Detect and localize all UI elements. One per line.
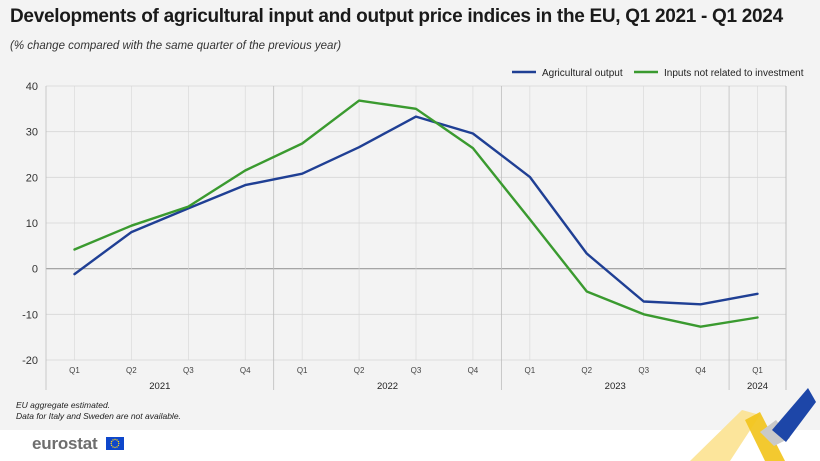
- x-tick-label: Q3: [183, 366, 194, 375]
- year-label: 2023: [605, 381, 626, 392]
- legend-label: Inputs not related to investment: [664, 68, 804, 79]
- y-tick-label: -10: [22, 309, 38, 321]
- x-tick-label: Q2: [126, 366, 137, 375]
- x-tick-label: Q2: [354, 366, 365, 375]
- x-tick-label: Q1: [297, 366, 308, 375]
- eurostat-logo-text: eurostat: [32, 434, 98, 453]
- x-tick-label: Q4: [695, 366, 706, 375]
- eu-flag-icon: [106, 437, 124, 450]
- series-line-inputs-not-related: [73, 99, 759, 328]
- y-tick-label: 10: [26, 218, 38, 230]
- note-unavailable: Data for Italy and Sweden are not availa…: [16, 411, 181, 421]
- y-tick-label: 0: [32, 264, 38, 276]
- year-label: 2024: [747, 381, 768, 392]
- note-estimated: EU aggregate estimated.: [16, 400, 111, 410]
- legend-label: Agricultural output: [542, 68, 623, 79]
- line-chart: -20 -10 0 10 20 30 40 Q1 Q2 Q3 Q4 Q1 Q2 Q3 Q4 Q1 Q2 Q3 Q4 Q…: [22, 68, 804, 392]
- chart-title: Developments of agricultural input and o…: [10, 6, 783, 27]
- corner-decoration: [690, 388, 816, 461]
- year-label: 2021: [149, 381, 170, 392]
- x-tick-label: Q1: [752, 366, 763, 375]
- x-tick-label: Q1: [69, 366, 80, 375]
- y-tick-label: 20: [26, 172, 38, 184]
- x-tick-label: Q4: [468, 366, 479, 375]
- x-tick-label: Q3: [411, 366, 422, 375]
- y-tick-label: -20: [22, 355, 38, 367]
- year-label: 2022: [377, 381, 398, 392]
- chart-panel: [0, 0, 820, 430]
- y-tick-label: 30: [26, 127, 38, 139]
- x-tick-label: Q1: [525, 366, 536, 375]
- x-tick-label: Q4: [240, 366, 251, 375]
- chart-subtitle: (% change compared with the same quarter…: [10, 40, 342, 52]
- x-tick-label: Q3: [638, 366, 649, 375]
- y-tick-label: 40: [26, 81, 38, 93]
- x-tick-label: Q2: [581, 366, 592, 375]
